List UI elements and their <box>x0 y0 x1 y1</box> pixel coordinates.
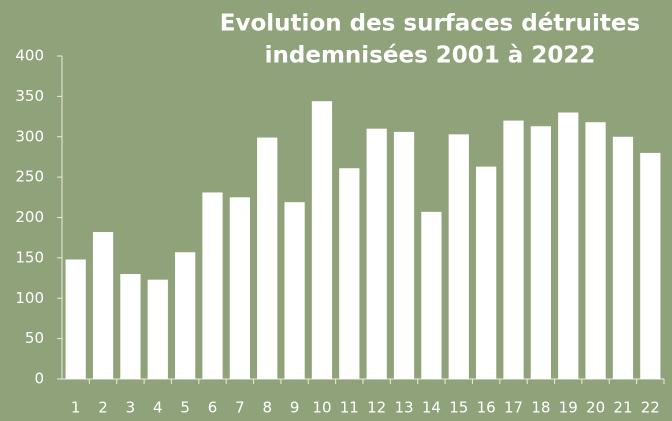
bar <box>120 274 141 379</box>
y-tick-label: 300 <box>15 127 44 145</box>
bar <box>503 120 524 379</box>
bar <box>92 232 114 379</box>
bar <box>257 137 278 379</box>
x-tick-label: 22 <box>641 399 660 417</box>
bar <box>229 197 250 379</box>
y-tick-label: 150 <box>15 248 44 266</box>
bar <box>393 131 415 379</box>
x-tick-label: 19 <box>559 399 578 417</box>
x-tick-label: 5 <box>180 399 190 417</box>
x-tick-label: 9 <box>290 399 300 417</box>
y-tick-label: 100 <box>15 289 44 307</box>
bar <box>612 136 634 379</box>
x-tick-label: 18 <box>531 399 550 417</box>
bar <box>558 112 579 380</box>
x-tick-label: 12 <box>367 399 386 417</box>
chart-title: indemnisées 2001 à 2022 <box>265 43 596 69</box>
x-tick-label: 2 <box>98 399 108 417</box>
x-tick-label: 7 <box>235 399 245 417</box>
y-tick-label: 0 <box>34 370 44 388</box>
bar <box>284 202 305 379</box>
x-tick-label: 14 <box>422 399 441 417</box>
bar <box>585 122 606 379</box>
x-tick-label: 4 <box>153 399 163 417</box>
x-tick-label: 20 <box>586 399 605 417</box>
bar <box>448 134 469 379</box>
bar <box>421 211 442 379</box>
y-tick-label: 200 <box>15 208 44 226</box>
x-tick-label: 6 <box>208 399 218 417</box>
x-tick-label: 11 <box>340 399 359 417</box>
x-tick-label: 15 <box>449 399 468 417</box>
x-tick-label: 8 <box>262 399 272 417</box>
x-tick-label: 13 <box>394 399 413 417</box>
y-tick-label: 50 <box>25 329 44 347</box>
bar <box>311 101 333 379</box>
bar <box>530 126 551 379</box>
x-tick-label: 10 <box>312 399 331 417</box>
y-tick-label: 350 <box>15 87 44 105</box>
bar <box>147 279 168 379</box>
bar <box>65 259 86 379</box>
x-tick-label: 1 <box>71 399 81 417</box>
y-tick-label: 400 <box>15 47 44 65</box>
bar <box>202 192 223 379</box>
x-tick-label: 21 <box>613 399 632 417</box>
bar <box>476 166 497 379</box>
y-tick-label: 250 <box>15 168 44 186</box>
bar <box>339 168 360 379</box>
bar <box>640 152 661 379</box>
bar <box>175 252 196 379</box>
chart-title: Evolution des surfaces détruites <box>220 11 640 37</box>
x-tick-label: 16 <box>477 399 496 417</box>
x-tick-label: 3 <box>126 399 136 417</box>
x-tick-label: 17 <box>504 399 523 417</box>
bar <box>366 128 387 379</box>
